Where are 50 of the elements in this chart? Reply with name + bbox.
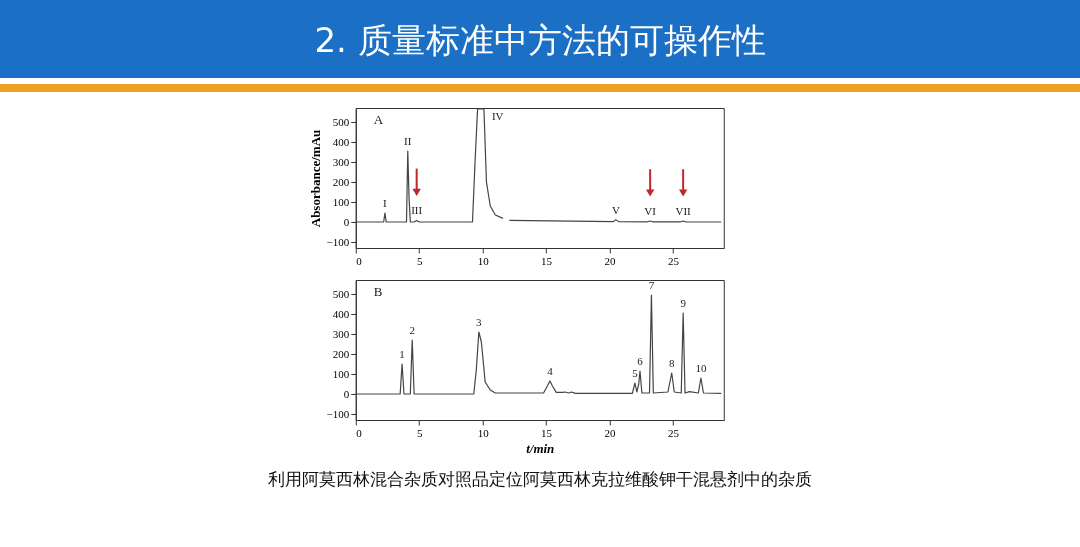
x-tick-label: 20 (604, 426, 617, 439)
y-tick-label: 100 (332, 367, 350, 380)
x-tick-label: 20 (604, 254, 617, 267)
x-tick-label: 10 (477, 254, 490, 267)
y-tick-label: 500 (332, 287, 350, 300)
y-tick-label: 200 (332, 347, 350, 360)
y-tick-label: 300 (332, 155, 350, 168)
annotation: IV (491, 110, 504, 122)
annotation: 2 (409, 324, 415, 336)
x-tick-label: 0 (356, 426, 363, 439)
annotation: VII (675, 205, 692, 217)
annotation: 7 (648, 279, 655, 291)
annotation: 5 (632, 367, 639, 379)
x-tick-label: 25 (667, 426, 680, 439)
annotation: III (411, 204, 423, 217)
annotation: VI (644, 205, 657, 217)
y-tick-label: −100 (326, 235, 350, 248)
annotation: 6 (637, 355, 644, 367)
y-axis-title: Absorbance/mAu (307, 129, 323, 228)
x-tick-label: 25 (667, 254, 680, 267)
annotation: I (383, 197, 388, 209)
annotation: 1 (399, 348, 405, 360)
y-tick-label: 100 (332, 195, 350, 208)
y-tick-label: 0 (343, 215, 350, 228)
x-tick-label: 10 (477, 426, 490, 439)
y-tick-label: 400 (332, 307, 350, 320)
y-tick-label: 500 (332, 115, 350, 128)
y-tick-label: −100 (326, 407, 350, 420)
y-tick-label: 0 (343, 387, 350, 400)
x-tick-label: 15 (541, 254, 553, 267)
annotation: 3 (476, 316, 483, 328)
annotation: 9 (680, 297, 687, 309)
annotation: 8 (668, 357, 675, 369)
text: 利用阿莫西林混合杂质对照品定位阿莫西林克拉维酸钾干混悬剂中的杂质 (268, 470, 812, 489)
x-tick-label: 5 (416, 426, 423, 439)
annotation: 4 (547, 365, 554, 377)
chart-subtitle: A (373, 112, 384, 127)
y-tick-label: 400 (332, 135, 350, 148)
annotation: V (611, 203, 620, 216)
chart-title: 2. 质量标准中方法的可操作性 (314, 20, 766, 60)
annotation: 10 (695, 362, 707, 374)
x-axis-title: t/min (526, 440, 555, 456)
x-tick-label: 5 (416, 254, 423, 267)
line-series (355, 294, 722, 395)
x-tick-label: 15 (541, 426, 553, 439)
annotation: II (404, 135, 412, 147)
y-tick-label: 300 (332, 327, 350, 340)
chart-subtitle: B (373, 284, 383, 299)
y-tick-label: 200 (332, 175, 350, 188)
x-tick-label: 0 (356, 254, 363, 267)
